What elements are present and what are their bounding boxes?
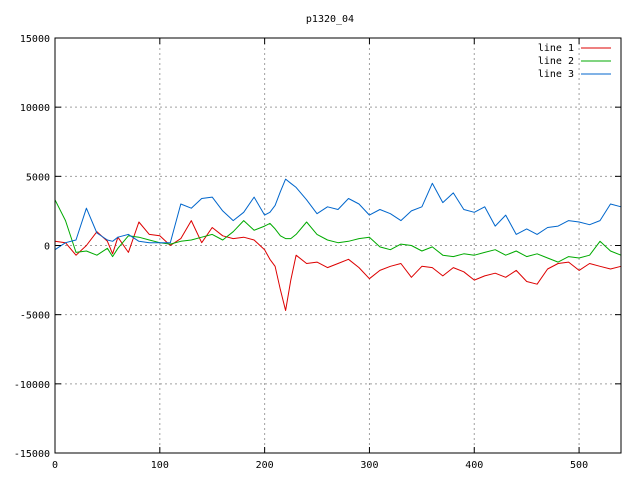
y-tick-label: 10000 — [20, 103, 50, 114]
x-tick-label: 300 — [360, 460, 378, 471]
chart-title: p1320_04 — [306, 14, 354, 25]
y-tick-label: 0 — [44, 242, 50, 253]
data-series — [54, 178, 622, 311]
series-line-line-3 — [54, 178, 622, 251]
y-tick-label: 15000 — [20, 34, 50, 45]
x-tick-label: 200 — [256, 460, 274, 471]
x-tick-label: 100 — [151, 460, 169, 471]
legend-label: line 1 — [538, 43, 574, 54]
legend: line 1 line 2 line 3 — [538, 43, 611, 80]
legend-label: line 2 — [538, 56, 574, 67]
series-line-line-1 — [54, 220, 622, 311]
y-tick-label: 5000 — [26, 172, 50, 183]
series-line-line-2 — [54, 199, 622, 263]
axis-ticks: 0 100 200 300 400 500 -15000 -10000 -5000 0 5000 10… — [14, 34, 621, 471]
y-tick-label: -10000 — [14, 380, 50, 391]
y-tick-label: -5000 — [20, 311, 50, 322]
x-tick-label: 400 — [465, 460, 483, 471]
legend-label: line 3 — [538, 69, 574, 80]
x-tick-label: 500 — [570, 460, 588, 471]
grid-lines — [55, 38, 621, 453]
y-tick-label: -15000 — [14, 449, 50, 460]
x-tick-label: 0 — [52, 460, 58, 471]
